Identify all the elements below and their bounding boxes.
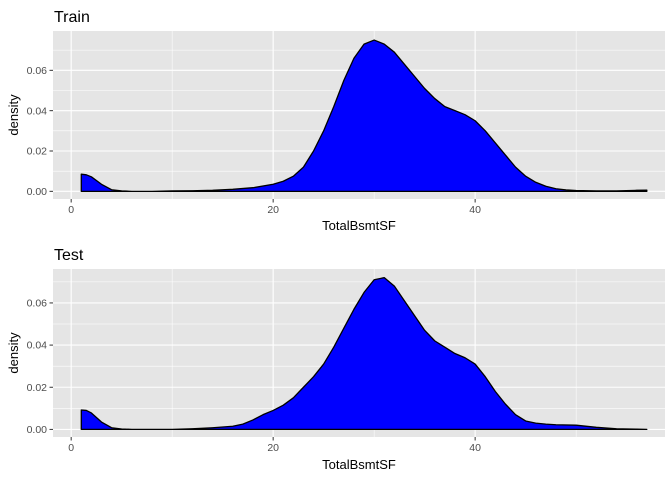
test-y-tick-label: 0.06 bbox=[27, 298, 48, 310]
test-axes: 0 20 40 0.00 0.02 0.04 0.06 bbox=[27, 298, 482, 454]
train-x-tick-label: 0 bbox=[68, 204, 74, 216]
test-x-tick-label: 20 bbox=[267, 442, 279, 454]
train-chart: Train 0 20 400.000.020.040.06 TotalBsmtSF … bbox=[6, 9, 665, 233]
train-x-tick-label: 20 bbox=[267, 204, 279, 216]
train-axes: 0 20 40 0.00 0.02 0.04 0.06 bbox=[27, 65, 482, 216]
test-y-tick-label: 0.02 bbox=[27, 382, 48, 394]
test-x-axis-title: TotalBsmtSF bbox=[322, 457, 396, 472]
test-chart-title: Test bbox=[54, 247, 84, 264]
test-x-tick-label: 40 bbox=[469, 442, 481, 454]
test-y-axis-title: density bbox=[6, 332, 21, 374]
train-y-tick-label: 0.00 bbox=[27, 186, 48, 198]
train-x-axis-title: TotalBsmtSF bbox=[322, 218, 396, 233]
train-y-axis-title: density bbox=[6, 94, 21, 136]
train-y-tick-label: 0.04 bbox=[27, 105, 48, 117]
test-density-area bbox=[80, 276, 648, 431]
test-y-tick-label: 0.04 bbox=[27, 340, 48, 352]
test-x-tick-label: 0 bbox=[68, 442, 74, 454]
test-chart: Test 0 20 40 0.00 0.02 0.04 0.06 TotalBsmtSF d… bbox=[6, 247, 665, 472]
train-density-area bbox=[80, 39, 648, 192]
test-y-tick-label: 0.00 bbox=[27, 424, 48, 436]
train-chart-title: Train bbox=[54, 9, 90, 26]
train-x-tick-label: 40 bbox=[469, 204, 481, 216]
train-y-tick-label: 0.02 bbox=[27, 146, 48, 158]
train-y-tick-label: 0.06 bbox=[27, 65, 48, 77]
